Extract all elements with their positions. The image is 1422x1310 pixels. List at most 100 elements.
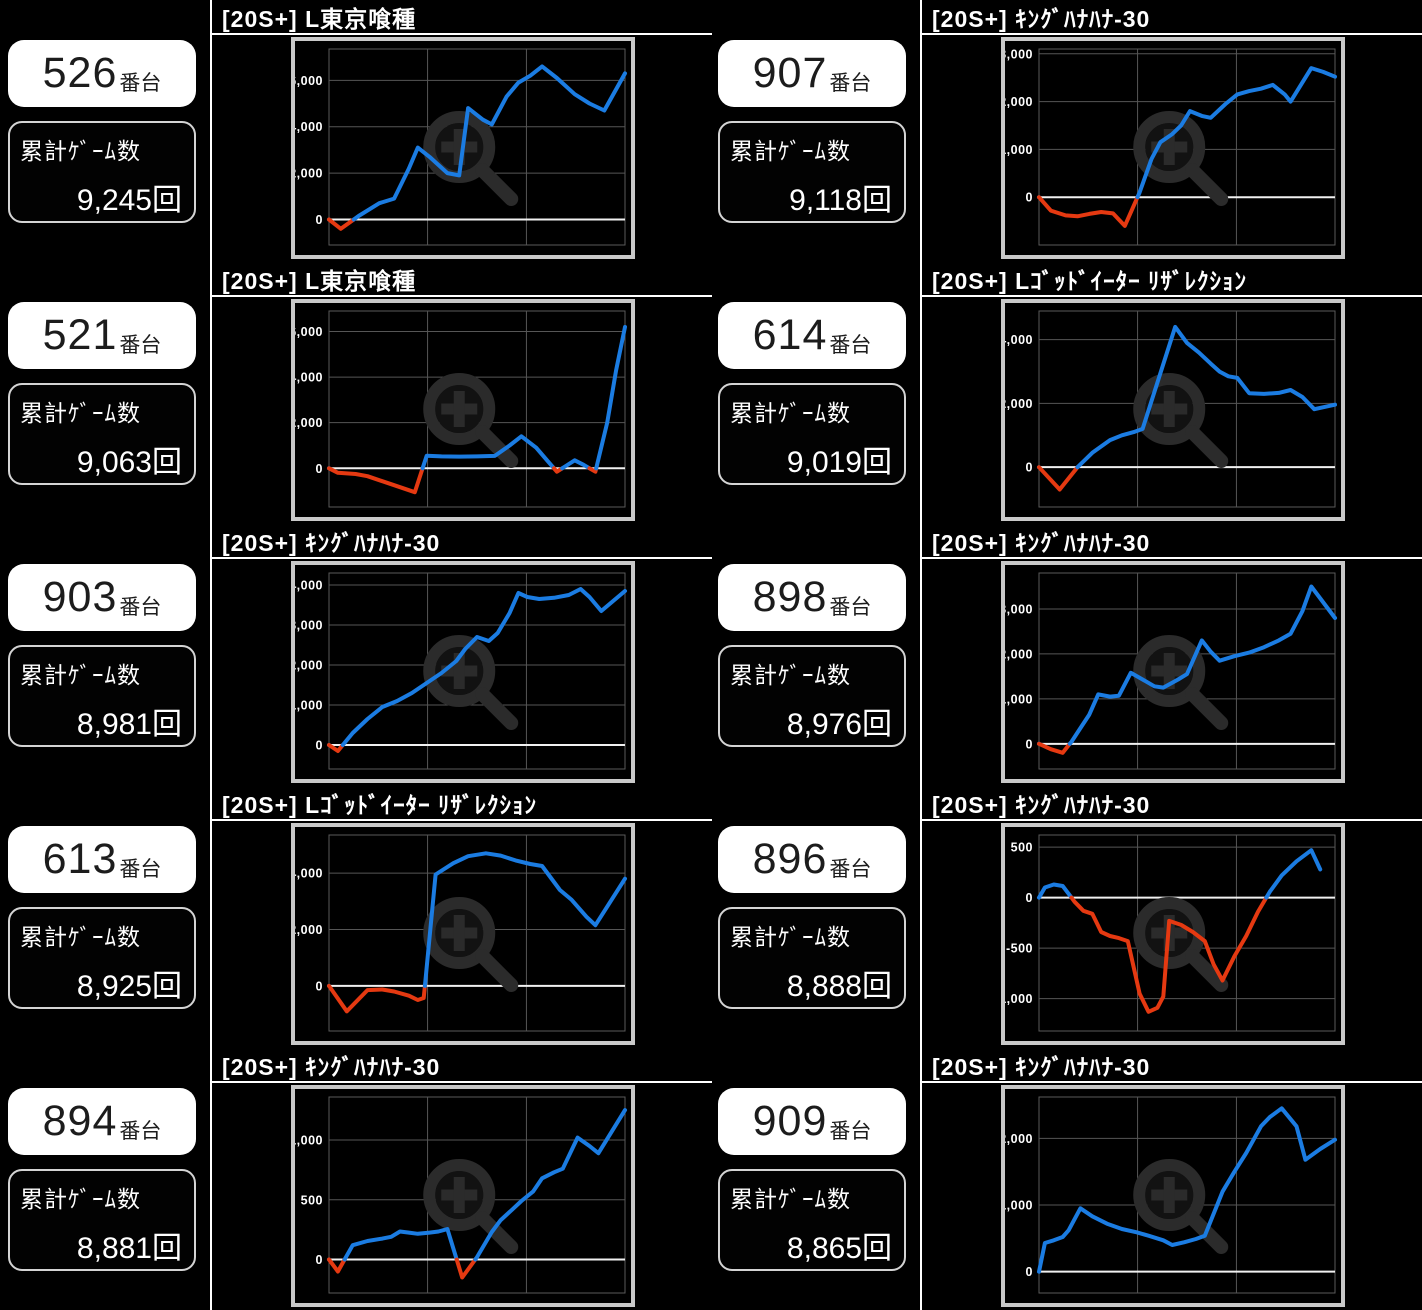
total-games-card: 累計ｹﾞｰﾑ数 8,888回: [718, 907, 906, 1009]
machine-number-suffix: 番台: [829, 595, 872, 619]
chart-title-text: [20S+] L東京喰種: [222, 6, 417, 32]
svg-text:3,000: 3,000: [1005, 602, 1033, 616]
slump-graph-canvas: 1,000 500 0: [295, 1089, 631, 1303]
svg-text:4,000: 4,000: [295, 867, 323, 881]
total-games-label: 累計ｹﾞｰﾑ数: [20, 1186, 141, 1212]
magnifier-plus-icon: [423, 373, 519, 468]
machine-panel: [20S+] ｷﾝｸﾞﾊﾅﾊﾅ-30 907 番台 累計ｹﾞｰﾑ数 9,118回…: [710, 0, 1422, 262]
title-divider: [210, 33, 712, 35]
machine-number: 896: [752, 835, 828, 883]
machine-info: 521 番台 累計ｹﾞｰﾑ数 9,063回: [8, 302, 196, 485]
svg-text:1,000: 1,000: [295, 1134, 323, 1148]
machine-number-card: 894 番台: [8, 1088, 196, 1155]
slump-graph[interactable]: 500 0 -500 -1,000: [1001, 823, 1345, 1045]
machine-info: 894 番台 累計ｹﾞｰﾑ数 8,881回: [8, 1088, 196, 1271]
machine-panel: [20S+] Lｺﾞｯﾄﾞｲｰﾀｰ ﾘｻﾞﾚｸｼｮﾝ 613 番台 累計ｹﾞｰﾑ…: [0, 786, 712, 1048]
svg-text:-500: -500: [1006, 942, 1033, 956]
svg-text:1,000: 1,000: [1005, 1199, 1033, 1213]
title-divider: [210, 557, 712, 559]
slump-graph-canvas: 4,000 2,000 0: [295, 827, 631, 1041]
total-games-card: 累計ｹﾞｰﾑ数 9,063回: [8, 383, 196, 485]
chart-title: [20S+] ｷﾝｸﾞﾊﾅﾊﾅ-30: [932, 1049, 1150, 1081]
slump-graph[interactable]: 3,000 2,000 1,000 0: [1001, 561, 1345, 783]
svg-text:0: 0: [1026, 1265, 1033, 1279]
chart-title-text: [20S+] ｷﾝｸﾞﾊﾅﾊﾅ-30: [222, 530, 441, 556]
machine-number: 903: [42, 573, 118, 621]
machine-number-card: 903 番台: [8, 564, 196, 631]
machine-panel: [20S+] ｷﾝｸﾞﾊﾅﾊﾅ-30 909 番台 累計ｹﾞｰﾑ数 8,865回…: [710, 1048, 1422, 1310]
svg-text:3,000: 3,000: [1005, 47, 1033, 61]
slump-graph[interactable]: 3,000 2,000 1,000 0: [1001, 37, 1345, 259]
total-games-value: 8,888回: [786, 970, 892, 1003]
machine-info: 614 番台 累計ｹﾞｰﾑ数 9,019回: [718, 302, 906, 485]
title-divider: [920, 557, 1422, 559]
slump-graph[interactable]: 4,000 2,000 0: [291, 823, 635, 1045]
machine-number-card: 909 番台: [718, 1088, 906, 1155]
slump-graph[interactable]: 1,000 500 0: [291, 1085, 635, 1307]
chart-title: [20S+] ｷﾝｸﾞﾊﾅﾊﾅ-30: [222, 1049, 440, 1081]
machine-panel: [20S+] Lｺﾞｯﾄﾞｲｰﾀｰ ﾘｻﾞﾚｸｼｮﾝ 614 番台 累計ｹﾞｰﾑ…: [710, 262, 1422, 524]
title-divider: [920, 295, 1422, 297]
slump-graph-canvas: 4,000 2,000 0: [1005, 303, 1341, 517]
chart-title: [20S+] L東京喰種: [222, 1, 416, 33]
chart-title-text: [20S+] Lｺﾞｯﾄﾞｲｰﾀｰ ﾘｻﾞﾚｸｼｮﾝ: [222, 792, 538, 818]
svg-text:0: 0: [1026, 891, 1033, 905]
slump-graph-canvas: 4,000 3,000 2,000 1,000 0: [295, 565, 631, 779]
total-games-label: 累計ｹﾞｰﾑ数: [730, 662, 851, 688]
svg-text:0: 0: [1026, 191, 1033, 205]
magnifier-plus-icon: [423, 1159, 519, 1254]
machine-number: 526: [42, 49, 118, 97]
machine-panel: [20S+] ｷﾝｸﾞﾊﾅﾊﾅ-30 898 番台 累計ｹﾞｰﾑ数 8,976回…: [710, 524, 1422, 786]
total-games-card: 累計ｹﾞｰﾑ数 8,981回: [8, 645, 196, 747]
title-divider: [920, 819, 1422, 821]
slump-graph[interactable]: 4,000 3,000 2,000 1,000 0: [291, 561, 635, 783]
svg-text:1,000: 1,000: [1005, 692, 1033, 706]
machine-number-card: 613 番台: [8, 826, 196, 893]
machine-number-suffix: 番台: [119, 595, 162, 619]
total-games-label: 累計ｹﾞｰﾑ数: [20, 400, 141, 426]
slump-graph[interactable]: 6,000 4,000 2,000 0: [291, 299, 635, 521]
svg-text:500: 500: [301, 1193, 323, 1207]
svg-text:0: 0: [316, 462, 323, 476]
slump-graph[interactable]: 4,000 2,000 0: [1001, 299, 1345, 521]
chart-title-text: [20S+] ｷﾝｸﾞﾊﾅﾊﾅ-30: [932, 6, 1151, 32]
machine-number: 909: [752, 1097, 828, 1145]
svg-text:0: 0: [1026, 737, 1033, 751]
column-separator-right: [920, 0, 922, 1310]
svg-text:2,000: 2,000: [1005, 1132, 1033, 1146]
chart-title: [20S+] Lｺﾞｯﾄﾞｲｰﾀｰ ﾘｻﾞﾚｸｼｮﾝ: [222, 787, 537, 819]
title-divider: [210, 819, 712, 821]
machine-info: 896 番台 累計ｹﾞｰﾑ数 8,888回: [718, 826, 906, 1009]
machine-info: 898 番台 累計ｹﾞｰﾑ数 8,976回: [718, 564, 906, 747]
svg-text:2,000: 2,000: [295, 416, 323, 430]
chart-title: [20S+] Lｺﾞｯﾄﾞｲｰﾀｰ ﾘｻﾞﾚｸｼｮﾝ: [932, 263, 1247, 295]
machine-number-suffix: 番台: [119, 1119, 162, 1143]
slump-graph-canvas: 3,000 2,000 1,000 0: [1005, 565, 1341, 779]
slump-graph[interactable]: 2,000 1,000 0: [1001, 1085, 1345, 1307]
slump-graph-canvas: 3,000 2,000 1,000 0: [1005, 41, 1341, 255]
svg-text:0: 0: [316, 979, 323, 993]
slump-graph[interactable]: 6,000 4,000 2,000 0: [291, 37, 635, 259]
machine-panel: [20S+] ｷﾝｸﾞﾊﾅﾊﾅ-30 894 番台 累計ｹﾞｰﾑ数 8,881回…: [0, 1048, 712, 1310]
svg-text:2,000: 2,000: [1005, 95, 1033, 109]
total-games-value: 8,881回: [76, 1232, 182, 1265]
total-games-value: 9,019回: [786, 446, 892, 479]
total-games-card: 累計ｹﾞｰﾑ数 8,976回: [718, 645, 906, 747]
machine-number-suffix: 番台: [119, 71, 162, 95]
magnifier-plus-icon: [1133, 635, 1229, 730]
chart-title: [20S+] L東京喰種: [222, 263, 416, 295]
machine-info: 907 番台 累計ｹﾞｰﾑ数 9,118回: [718, 40, 906, 223]
machine-number-card: 521 番台: [8, 302, 196, 369]
machine-number-card: 526 番台: [8, 40, 196, 107]
total-games-value: 9,063回: [76, 446, 182, 479]
total-games-card: 累計ｹﾞｰﾑ数 8,925回: [8, 907, 196, 1009]
magnifier-plus-icon: [1133, 111, 1229, 206]
machine-panel: [20S+] ｷﾝｸﾞﾊﾅﾊﾅ-30 903 番台 累計ｹﾞｰﾑ数 8,981回…: [0, 524, 712, 786]
svg-text:1,000: 1,000: [1005, 143, 1033, 157]
magnifier-plus-icon: [1133, 373, 1229, 468]
chart-title-text: [20S+] Lｺﾞｯﾄﾞｲｰﾀｰ ﾘｻﾞﾚｸｼｮﾝ: [932, 268, 1248, 294]
slump-graph-canvas: 6,000 4,000 2,000 0: [295, 303, 631, 517]
machine-number: 613: [42, 835, 118, 883]
machine-info: 909 番台 累計ｹﾞｰﾑ数 8,865回: [718, 1088, 906, 1271]
svg-text:0: 0: [1026, 461, 1033, 475]
